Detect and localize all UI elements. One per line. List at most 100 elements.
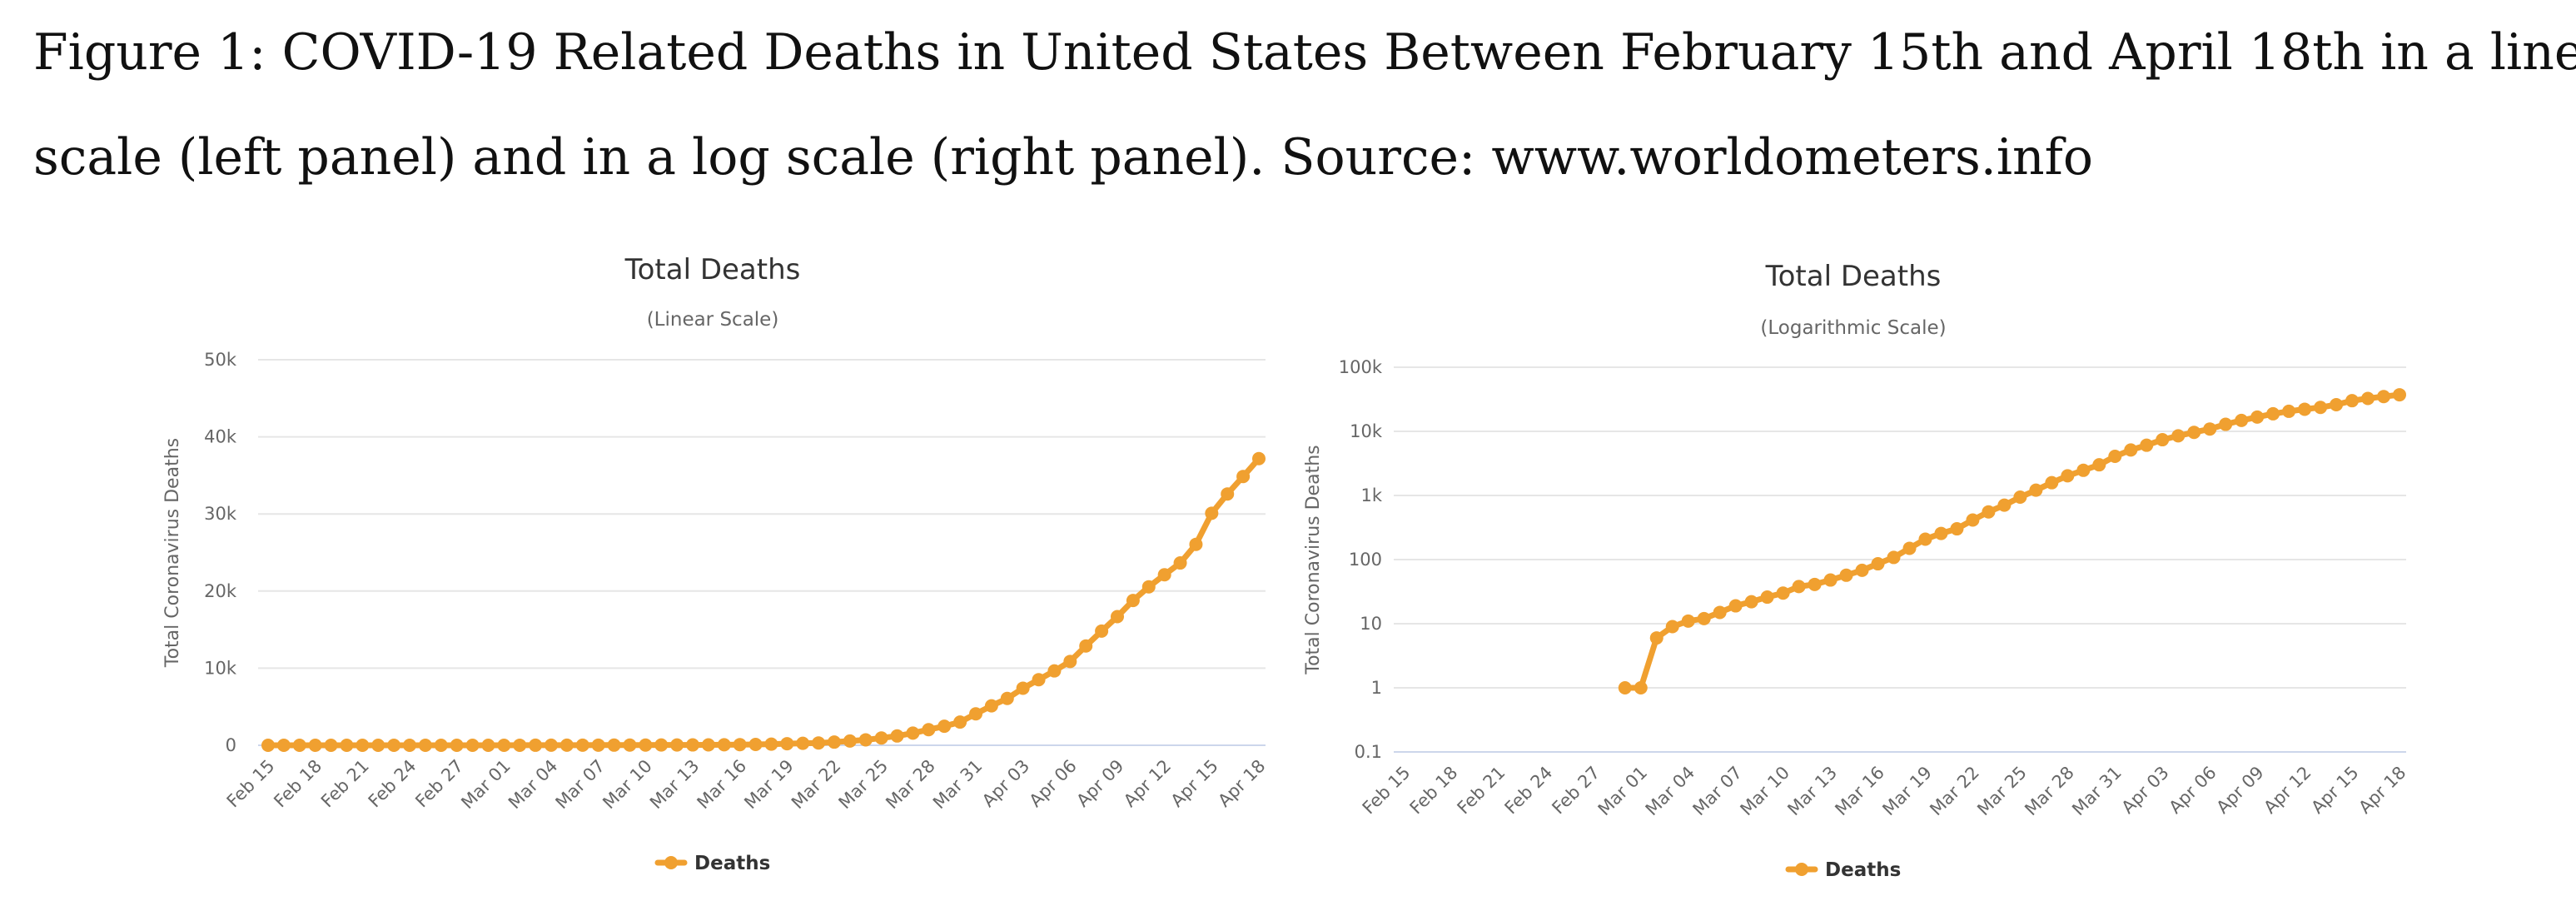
data-point: [387, 739, 401, 752]
x-tick-label: Feb 27: [411, 756, 467, 812]
data-point: [2266, 406, 2280, 421]
legend-label: Deaths: [1825, 859, 1901, 881]
data-point: [261, 739, 275, 752]
data-point: [858, 733, 873, 747]
y-tick-label: 20k: [204, 581, 237, 601]
data-point: [418, 739, 432, 752]
x-tick-label: Apr 12: [2260, 763, 2315, 818]
x-tick-label: Mar 04: [1642, 763, 1699, 820]
x-tick-label: Apr 18: [1214, 756, 1269, 811]
data-point: [1871, 557, 1885, 571]
data-point: [2013, 490, 2027, 504]
data-point: [2235, 413, 2249, 427]
data-point: [1966, 513, 1980, 527]
x-tick-label: Apr 12: [1120, 756, 1175, 811]
x-tick-label: Feb 27: [1548, 763, 1604, 819]
data-point: [2361, 391, 2375, 406]
data-point: [481, 738, 495, 752]
data-point: [607, 738, 621, 752]
data-point: [2156, 433, 2170, 447]
data-point: [324, 739, 338, 752]
series-line-deaths: [1622, 391, 2403, 691]
data-point: [591, 738, 605, 752]
y-tick-label: 100k: [1339, 357, 1383, 377]
x-tick-label: Mar 10: [1737, 763, 1794, 820]
x-tick-label: Mar 25: [1973, 763, 2031, 820]
data-point: [1141, 580, 1156, 594]
x-tick-label: Apr 18: [2355, 763, 2409, 818]
x-tick-label: Apr 09: [1072, 756, 1127, 811]
data-point: [1697, 611, 1711, 625]
data-point: [1776, 586, 1790, 600]
data-point: [2108, 449, 2122, 463]
data-point: [623, 738, 637, 752]
legend-marker-icon: [664, 856, 678, 869]
data-point: [1902, 541, 1917, 555]
data-point: [2140, 438, 2154, 452]
data-point: [2393, 388, 2406, 402]
data-point: [1157, 568, 1171, 582]
data-point: [1173, 556, 1187, 570]
legend-label: Deaths: [694, 853, 770, 874]
data-point: [906, 726, 920, 740]
data-point: [2187, 426, 2201, 440]
data-point: [1618, 681, 1632, 694]
data-point: [2219, 417, 2233, 431]
y-tick-label: 10k: [204, 658, 237, 678]
data-point: [1665, 620, 1679, 634]
data-point: [2314, 401, 2328, 415]
data-point: [1032, 673, 1046, 687]
y-tick-label: 40k: [204, 427, 237, 447]
data-point: [1126, 594, 1140, 608]
caption-line-2: scale (left panel) and in a log scale (r…: [33, 128, 2093, 187]
data-point: [984, 699, 998, 713]
log-deaths-chart: Total Deaths (Logarithmic Scale) 0.1 1 10 100…: [1303, 260, 2410, 881]
data-point: [1887, 550, 1901, 565]
series-line-deaths: [265, 455, 1262, 749]
y-tick-label: 50k: [204, 350, 237, 370]
data-point: [1982, 505, 1996, 519]
x-tick-label: Feb 24: [1501, 763, 1557, 819]
data-point: [2029, 483, 2043, 497]
data-point: [575, 738, 589, 752]
data-point: [403, 739, 416, 752]
data-point: [2171, 429, 2186, 443]
y-tick-label: 10: [1360, 614, 1382, 634]
data-point: [1252, 451, 1266, 465]
data-point: [2124, 443, 2138, 457]
x-tick-label: Mar 01: [457, 756, 515, 814]
data-point: [717, 738, 731, 752]
data-point: [292, 739, 306, 752]
x-tick-label: Feb 21: [1454, 763, 1509, 819]
y-tick-label: 0: [226, 735, 236, 755]
data-point: [276, 739, 291, 752]
y-axis-title: Total Coronavirus Deaths: [162, 438, 183, 668]
chart-subtitle: (Logarithmic Scale): [1760, 317, 1946, 339]
data-point: [843, 734, 857, 748]
data-point: [937, 719, 952, 734]
data-point: [1855, 563, 1869, 577]
data-point: [2092, 458, 2106, 472]
data-point: [890, 729, 904, 743]
x-tick-label: Mar 07: [1689, 763, 1747, 820]
data-point: [733, 738, 747, 752]
x-tick-label: Apr 03: [978, 756, 1033, 811]
data-point: [308, 739, 322, 752]
y-tick-label: 1: [1371, 678, 1382, 698]
x-tick-label: Apr 03: [2117, 763, 2172, 818]
chart-title: Total Deaths: [624, 253, 801, 286]
data-point: [639, 738, 653, 752]
x-tick-label: Mar 01: [1594, 763, 1652, 820]
data-point: [1760, 590, 1774, 605]
x-tick-label: Apr 09: [2212, 763, 2267, 818]
data-point: [2330, 397, 2344, 411]
data-point: [2203, 422, 2217, 436]
data-point: [371, 739, 385, 752]
x-tick-label: Apr 15: [2307, 763, 2362, 818]
data-point: [828, 735, 841, 749]
data-point: [1934, 526, 1948, 540]
x-tick-label: Mar 31: [2068, 763, 2126, 820]
data-point: [2345, 394, 2360, 408]
data-point: [2377, 390, 2391, 404]
linear-deaths-chart: Total Deaths (Linear Scale) 0 10k 20k 30k 40k 5…: [162, 253, 1270, 874]
